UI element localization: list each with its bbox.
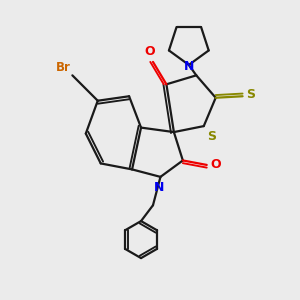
Text: N: N [184, 60, 194, 73]
Text: S: S [246, 88, 255, 101]
Text: N: N [154, 182, 164, 194]
Text: S: S [207, 130, 216, 143]
Text: O: O [145, 45, 155, 58]
Text: O: O [210, 158, 221, 171]
Text: Br: Br [56, 61, 71, 74]
